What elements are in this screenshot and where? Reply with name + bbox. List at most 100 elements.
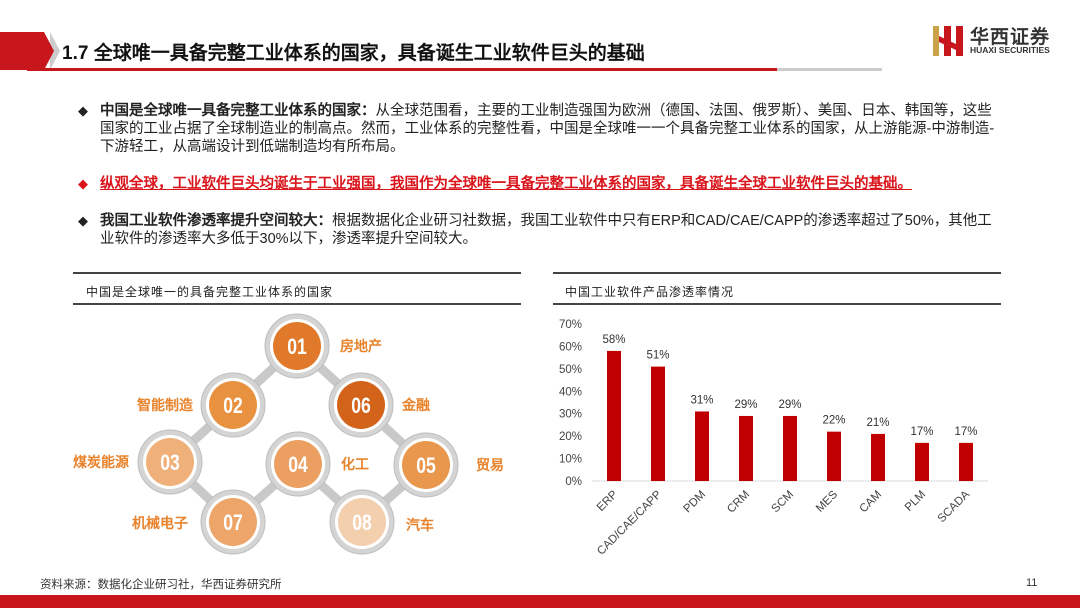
node-label: 化工 — [341, 456, 369, 472]
x-tick-label: PDM — [682, 489, 709, 516]
title-underline-grey — [777, 68, 882, 71]
x-tick-label: ERP — [595, 488, 620, 513]
connector-link — [229, 342, 301, 409]
node-circle — [337, 381, 385, 429]
logo-text-cn: 华西证券 — [970, 26, 1051, 48]
panel-bottom-rule — [553, 303, 1001, 305]
page-title: 1.7 全球唯一具备完整工业体系的国家，具备诞生工业软件巨头的基础 — [62, 43, 645, 64]
page-number: 11 — [1026, 577, 1038, 589]
data-label: 21% — [866, 417, 889, 429]
logo-mark-icon — [933, 26, 963, 56]
node-ring-inner — [271, 437, 325, 491]
node-ring-inner — [335, 495, 389, 549]
x-tick-label: SCM — [770, 489, 797, 516]
bar — [827, 431, 841, 481]
bullet-item: ◆ 中国是全球唯一具备完整工业体系的国家：从全球范围看，主要的工业制造强国为欧洲… — [78, 102, 998, 156]
bullet-heading: 中国是全球唯一具备完整工业体系的国家： — [100, 103, 376, 119]
bullet-text: 根据数据化企业研习社数据，我国工业软件中只有ERP和CAD/CAE/CAPP的渗… — [100, 213, 992, 247]
node-number: 01 — [287, 335, 307, 359]
connector-link — [294, 460, 366, 526]
diamond-bullet-icon: ◆ — [78, 103, 88, 118]
node-circle — [273, 322, 321, 370]
node-ring — [200, 372, 266, 438]
bar — [915, 442, 929, 481]
x-tick-label: CAD/CAE/CAPP — [595, 488, 664, 557]
x-tick-label: MES — [814, 488, 840, 514]
connector-link — [293, 342, 365, 409]
node-ring-inner — [334, 378, 388, 432]
data-label: 22% — [822, 415, 845, 427]
node-ring — [328, 372, 394, 438]
node-number: 02 — [223, 394, 243, 418]
node-label: 贸易 — [476, 457, 504, 473]
node-ring-inner — [399, 438, 453, 492]
data-label: 29% — [734, 399, 757, 411]
node-ring — [264, 313, 330, 379]
bar — [695, 411, 709, 481]
y-tick-label: 40% — [559, 386, 582, 398]
bar — [871, 433, 885, 481]
x-tick-label: CRM — [725, 489, 752, 516]
y-tick-label: 70% — [559, 319, 582, 331]
node-number: 03 — [160, 451, 180, 475]
node-circle — [274, 440, 322, 488]
y-tick-label: 60% — [559, 341, 582, 353]
bullet-text: 纵观全球，工业软件巨头均诞生于工业强国，我国作为全球唯一具备完整工业体系的国家，… — [100, 176, 912, 192]
panel-top-rule — [553, 272, 1001, 274]
bar — [651, 366, 665, 481]
x-tick-label: PLM — [903, 489, 928, 514]
bar — [959, 442, 973, 481]
data-label: 51% — [646, 350, 669, 362]
node-circle — [209, 381, 257, 429]
node-circle — [402, 441, 450, 489]
node-label: 煤炭能源 — [73, 454, 129, 470]
node-label: 智能制造 — [136, 397, 193, 413]
header-tab — [0, 32, 44, 70]
data-label: 17% — [910, 426, 933, 438]
node-number: 04 — [288, 453, 308, 477]
company-logo: 华西证券 HUAXI SECURITIES — [930, 22, 1065, 58]
connector-link — [166, 401, 237, 466]
x-tick-label: SCADA — [936, 488, 973, 525]
bar — [607, 350, 621, 481]
y-tick-label: 10% — [559, 454, 582, 466]
node-ring-inner — [143, 435, 197, 489]
bullet-heading: 我国工业软件渗透率提升空间较大： — [100, 213, 332, 229]
data-label: 31% — [690, 394, 713, 406]
connector-link — [166, 458, 237, 526]
y-tick-label: 50% — [559, 364, 582, 376]
data-label: 58% — [602, 334, 625, 346]
node-ring-inner — [206, 378, 260, 432]
node-circle — [146, 438, 194, 486]
bullet-text: 从全球范围看，主要的工业制造强国为欧洲（德国、法国、俄罗斯）、美国、日本、韩国等… — [100, 103, 995, 155]
title-underline — [27, 68, 777, 71]
node-label: 机械电子 — [132, 515, 188, 531]
logo-text-en: HUAXI SECURITIES — [970, 45, 1050, 55]
data-label: 29% — [778, 399, 801, 411]
connector-link — [359, 461, 429, 526]
node-circle — [338, 498, 386, 546]
header-tab-arrow — [44, 32, 54, 70]
node-number: 08 — [352, 511, 372, 535]
node-ring — [137, 429, 203, 495]
node-circle — [209, 498, 257, 546]
node-number: 07 — [223, 511, 243, 535]
source-note: 资料来源：数据化企业研习社，华西证券研究所 — [40, 577, 282, 591]
data-label: 17% — [954, 426, 977, 438]
node-number: 06 — [351, 394, 371, 418]
node-ring-inner — [206, 495, 260, 549]
bullet-item: ◆ 我国工业软件渗透率提升空间较大：根据数据化企业研习社数据，我国工业软件中只有… — [78, 212, 998, 248]
node-ring — [200, 489, 266, 555]
bullet-item-highlight: ◆ 纵观全球，工业软件巨头均诞生于工业强国，我国作为全球唯一具备完整工业体系的国… — [78, 175, 998, 193]
bar — [783, 415, 797, 481]
y-tick-label: 0% — [565, 476, 582, 488]
node-label: 金融 — [401, 397, 430, 413]
connector-link — [230, 460, 301, 526]
diamond-bullet-icon: ◆ — [78, 176, 88, 191]
connector-link — [357, 401, 430, 469]
panel-bottom-rule — [73, 303, 521, 305]
node-ring — [265, 431, 331, 497]
y-tick-label: 30% — [559, 409, 582, 421]
node-ring — [393, 432, 459, 498]
left-panel-title: 中国是全球唯一的具备完整工业体系的国家 — [86, 285, 334, 299]
